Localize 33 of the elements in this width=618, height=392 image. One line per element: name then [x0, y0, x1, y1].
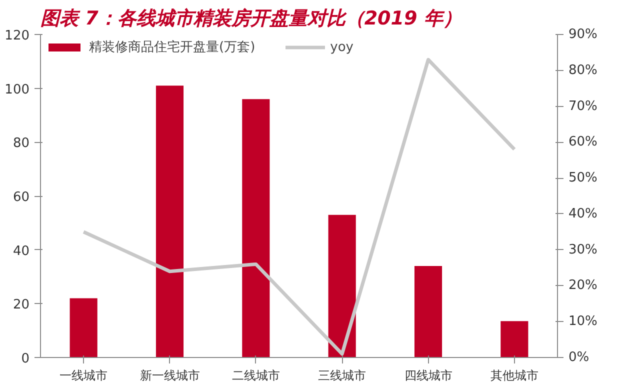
- bar: [328, 214, 356, 358]
- y2-tick-label: 10%: [568, 314, 598, 330]
- y-tick-label: 20: [12, 298, 30, 313]
- y2-tick-label: 80%: [568, 62, 598, 78]
- y2-tick-label: 70%: [568, 98, 598, 114]
- y2-tick-label: 20%: [568, 278, 598, 294]
- x-tick-label: 新一线城市: [140, 368, 200, 382]
- y2-tick-label: 50%: [568, 170, 598, 186]
- y-tick-label: 60: [12, 190, 30, 205]
- y-tick-label: 100: [4, 82, 30, 98]
- x-tick-label: 其他城市: [490, 368, 538, 382]
- y-tick-label: 120: [4, 28, 30, 44]
- x-tick-label: 二线城市: [232, 368, 280, 382]
- line-series: [82, 58, 516, 356]
- y2-tick-label: 0%: [568, 350, 590, 365]
- bar: [242, 99, 270, 358]
- y-tick-label: 0: [21, 352, 30, 366]
- legend-label: 精装修商品住宅开盘量(万套): [89, 39, 256, 56]
- legend-label: yoy: [330, 40, 354, 54]
- y2-tick-label: 40%: [568, 206, 598, 222]
- y2-tick-label: 30%: [568, 242, 598, 258]
- y-tick-label: 40: [12, 244, 30, 259]
- bar: [70, 298, 98, 358]
- x-tick-label: 四线城市: [404, 368, 452, 382]
- bar: [156, 86, 184, 358]
- y2-tick-label: 90%: [568, 27, 598, 42]
- y2-tick-label: 60%: [568, 134, 598, 150]
- bar: [414, 266, 442, 358]
- chart-title: 图表 7：各线城市精装房开盘量对比（2019 年）: [40, 8, 462, 30]
- x-tick-label: 一线城市: [60, 368, 108, 382]
- x-tick-label: 三线城市: [318, 368, 366, 382]
- y-tick-label: 80: [12, 136, 30, 152]
- bar: [500, 321, 528, 358]
